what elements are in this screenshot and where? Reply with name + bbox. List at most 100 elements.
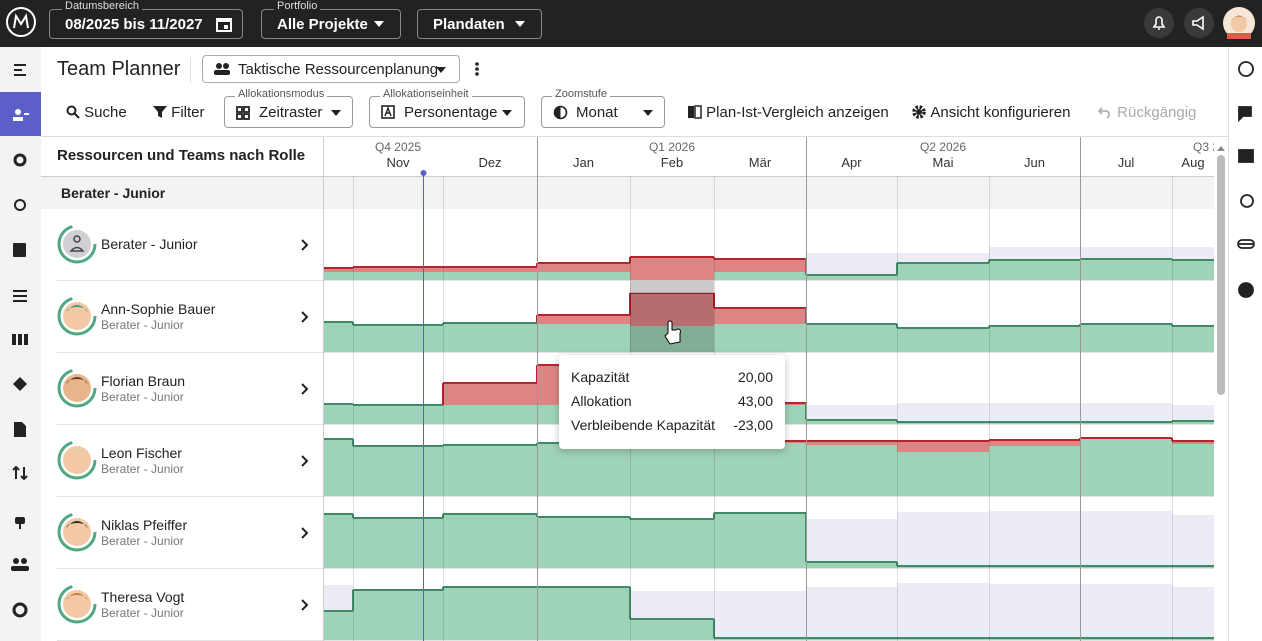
notifications-button[interactable] <box>1144 8 1174 38</box>
quarter-label: Q2 2026 <box>920 140 966 154</box>
announcements-button[interactable] <box>1184 8 1214 38</box>
allocation-area <box>1172 444 1214 496</box>
allocation-area <box>989 260 1080 280</box>
tooltip-label: Allokation <box>571 393 632 409</box>
resource-row[interactable]: Florian Braun Berater - Junior <box>57 353 323 425</box>
field-value: Plandaten <box>433 16 505 33</box>
sidebar-icons <box>1237 61 1255 298</box>
allocation-area <box>537 324 630 352</box>
avatar-ring <box>57 440 97 480</box>
avatar-face <box>63 230 91 258</box>
palette-icon[interactable] <box>1238 282 1254 298</box>
column-header: Ressourcen und Teams nach Rolle <box>57 147 306 164</box>
undo-icon <box>1097 107 1110 119</box>
nav-plugin-icon[interactable] <box>15 517 25 524</box>
resource-role: Berater - Junior <box>101 534 184 548</box>
resource-row[interactable]: Berater - Junior <box>57 209 323 281</box>
avatar <box>57 440 97 480</box>
allocation-area <box>806 420 897 424</box>
portfolio-select[interactable]: Portfolio Alle Projekte <box>261 0 401 39</box>
zoom-select[interactable]: Zoomstufe Monat <box>541 88 665 128</box>
tooltip: Kapazität 20,00 Allokation 43,00 Verbleibend… <box>559 355 785 449</box>
quarter-label: Q3 2026 <box>1193 140 1214 154</box>
tooltip-value: 43,00 <box>737 393 773 409</box>
nav-board-icon[interactable] <box>12 334 16 345</box>
avatar-ring <box>57 512 97 552</box>
compare-button[interactable]: Plan-Ist-Vergleich anzeigen <box>687 104 889 121</box>
chevron-path <box>301 599 309 611</box>
resource-row[interactable]: Leon Fischer Berater - Junior <box>57 425 323 497</box>
chevron-path <box>301 239 309 251</box>
history-icon[interactable] <box>1240 194 1254 208</box>
allocation-area <box>323 611 353 640</box>
data-source-select[interactable]: Plandaten <box>417 9 542 39</box>
avatar-face <box>63 302 91 330</box>
allocation-area <box>443 272 537 280</box>
nav-team-planner-icon[interactable] <box>15 109 21 115</box>
user-avatar[interactable] <box>1223 7 1255 39</box>
notes-icon[interactable] <box>1238 149 1254 163</box>
undo-button[interactable]: Rückgängig <box>1097 104 1196 121</box>
chevron-right <box>301 599 309 611</box>
resource-row[interactable]: Niklas Pfeiffer Berater - Junior <box>57 497 323 569</box>
nav-transfer-icon[interactable] <box>12 465 28 481</box>
allocation-area <box>323 272 353 280</box>
nav-people-icon[interactable] <box>13 558 19 564</box>
field-label: Datumsbereich <box>62 0 142 12</box>
nav-list-icon[interactable] <box>13 290 27 292</box>
header-bg <box>323 137 1214 177</box>
view-name: Taktische Ressourcenplanung <box>238 61 439 78</box>
avatar-ring <box>57 368 97 408</box>
filter-icon <box>153 106 167 118</box>
capacity-area <box>1080 511 1172 566</box>
overallocation-area <box>1172 441 1214 444</box>
search-button[interactable]: Suche <box>66 104 127 121</box>
nav-selected <box>0 92 41 136</box>
overallocation-area <box>714 259 806 272</box>
nav-document-icon[interactable] <box>14 422 26 437</box>
nav-menu-icon[interactable] <box>14 64 26 66</box>
view-select[interactable]: Taktische Ressourcenplanung <box>202 55 460 83</box>
compare-icon <box>688 105 702 119</box>
nav-settings-icon[interactable] <box>12 602 28 618</box>
allocation-unit-select[interactable]: Allokationseinheit Personentage <box>369 88 525 128</box>
month-label: Feb <box>661 155 683 170</box>
configure-button[interactable]: Ansicht konfigurieren <box>911 104 1070 121</box>
resource-row[interactable]: Theresa Vogt Berater - Junior <box>57 569 323 641</box>
chevron-right <box>301 239 309 251</box>
allocation-area <box>353 518 443 568</box>
info-icon[interactable] <box>1238 61 1254 77</box>
resource-row[interactable]: Ann-Sophie Bauer Berater - Junior <box>57 281 323 353</box>
chevron-right <box>301 527 309 539</box>
capacity-area <box>806 405 897 420</box>
megaphone-icon <box>1192 15 1204 31</box>
avatar <box>57 584 97 624</box>
capacity-area <box>806 519 897 562</box>
overallocation-area <box>630 293 714 326</box>
allocation-mode-select[interactable]: Allokationsmodus Zeitraster <box>224 88 353 128</box>
nav-badge-icon[interactable] <box>13 243 26 257</box>
date-range-picker[interactable]: Datumsbereich 08/2025 bis 11/2027 <box>49 0 243 39</box>
filter-button[interactable]: Filter <box>153 104 205 121</box>
scrollbar[interactable] <box>1216 143 1226 641</box>
allocation-area <box>897 452 989 496</box>
nav-cycle-icon[interactable] <box>13 153 27 167</box>
allocation-area <box>989 446 1080 496</box>
overallocation-area <box>537 315 630 324</box>
allocation-area <box>714 324 806 352</box>
allocation-area <box>714 443 806 496</box>
allocation-area <box>443 405 537 424</box>
button-label: Suche <box>84 104 127 121</box>
nav-route-icon[interactable] <box>13 377 27 391</box>
quarter-label: Q4 2025 <box>375 140 421 154</box>
more-menu[interactable] <box>473 61 481 77</box>
avatar-hair <box>65 449 89 458</box>
nav-target-icon[interactable] <box>14 199 26 211</box>
allocation-area <box>323 322 353 352</box>
field-value: Alle Projekte <box>277 16 368 33</box>
comments-icon[interactable] <box>1238 106 1252 123</box>
allocation-area <box>714 513 806 568</box>
gear-icon <box>912 105 926 119</box>
allocation-area <box>806 562 897 568</box>
